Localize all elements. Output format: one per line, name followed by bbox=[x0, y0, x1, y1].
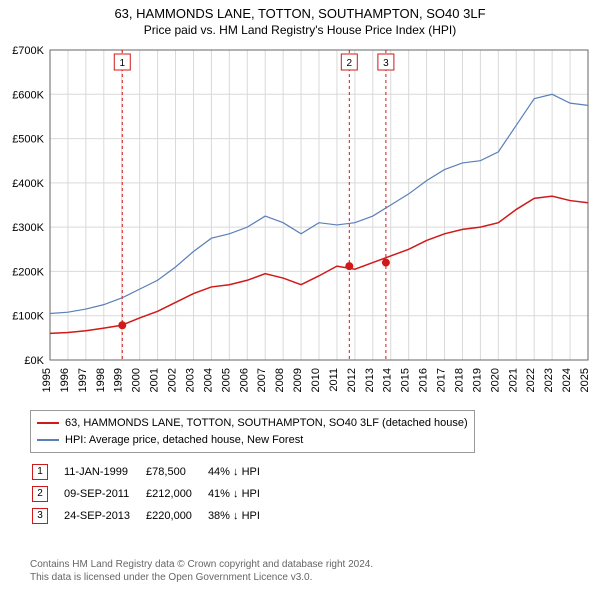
svg-text:1: 1 bbox=[119, 58, 125, 69]
svg-text:£200K: £200K bbox=[12, 266, 44, 278]
svg-text:2014: 2014 bbox=[382, 368, 394, 392]
sale-price: £220,000 bbox=[146, 506, 206, 526]
svg-text:1998: 1998 bbox=[95, 368, 107, 392]
sale-price: £212,000 bbox=[146, 484, 206, 504]
legend-label: 63, HAMMONDS LANE, TOTTON, SOUTHAMPTON, … bbox=[65, 415, 468, 432]
svg-text:2003: 2003 bbox=[184, 368, 196, 392]
footnote-line: Contains HM Land Registry data © Crown c… bbox=[30, 558, 373, 571]
svg-text:2025: 2025 bbox=[579, 368, 591, 392]
svg-text:£400K: £400K bbox=[12, 178, 44, 190]
footnote: Contains HM Land Registry data © Crown c… bbox=[30, 558, 373, 584]
svg-text:2001: 2001 bbox=[149, 368, 161, 392]
sale-delta: 38% ↓ HPI bbox=[208, 506, 274, 526]
legend-swatch bbox=[37, 439, 59, 441]
svg-text:2015: 2015 bbox=[400, 368, 412, 392]
svg-text:2024: 2024 bbox=[561, 368, 573, 392]
svg-text:1997: 1997 bbox=[77, 368, 89, 392]
svg-text:2020: 2020 bbox=[489, 368, 501, 392]
legend-label: HPI: Average price, detached house, New … bbox=[65, 432, 303, 449]
sale-price: £78,500 bbox=[146, 462, 206, 482]
chart-svg: £0K £100K £200K £300K £400K £500K £600K £700K 19… bbox=[0, 0, 600, 420]
svg-text:2010: 2010 bbox=[310, 368, 322, 392]
svg-text:2016: 2016 bbox=[418, 368, 430, 392]
svg-text:£500K: £500K bbox=[12, 134, 44, 146]
svg-text:2: 2 bbox=[347, 58, 353, 69]
sale-marker-icon: 2 bbox=[32, 486, 48, 502]
table-row: 1 11-JAN-1999 £78,500 44% ↓ HPI bbox=[32, 462, 274, 482]
svg-text:1999: 1999 bbox=[113, 368, 125, 392]
svg-text:2022: 2022 bbox=[525, 368, 537, 392]
svg-text:£300K: £300K bbox=[12, 222, 44, 234]
chart-container: { "title_line1": "63, HAMMONDS LANE, TOT… bbox=[0, 0, 600, 590]
svg-text:2019: 2019 bbox=[471, 368, 483, 392]
svg-text:2013: 2013 bbox=[364, 368, 376, 392]
sale-marker-icon: 3 bbox=[32, 508, 48, 524]
svg-text:2006: 2006 bbox=[238, 368, 250, 392]
svg-text:2008: 2008 bbox=[274, 368, 286, 392]
table-row: 2 09-SEP-2011 £212,000 41% ↓ HPI bbox=[32, 484, 274, 504]
legend-swatch bbox=[37, 422, 59, 424]
sale-date: 09-SEP-2011 bbox=[64, 484, 144, 504]
svg-text:2017: 2017 bbox=[436, 368, 448, 392]
sale-date: 11-JAN-1999 bbox=[64, 462, 144, 482]
sale-delta: 41% ↓ HPI bbox=[208, 484, 274, 504]
svg-text:2011: 2011 bbox=[328, 368, 340, 392]
svg-text:£700K: £700K bbox=[12, 45, 44, 57]
svg-text:1995: 1995 bbox=[41, 368, 53, 392]
legend-item: 63, HAMMONDS LANE, TOTTON, SOUTHAMPTON, … bbox=[37, 415, 468, 432]
sale-delta: 44% ↓ HPI bbox=[208, 462, 274, 482]
svg-text:3: 3 bbox=[383, 58, 389, 69]
svg-text:2000: 2000 bbox=[131, 368, 143, 392]
svg-text:2004: 2004 bbox=[202, 368, 214, 392]
sale-marker-icon: 1 bbox=[32, 464, 48, 480]
sales-table: 1 11-JAN-1999 £78,500 44% ↓ HPI 2 09-SEP… bbox=[30, 460, 276, 528]
sale-date: 24-SEP-2013 bbox=[64, 506, 144, 526]
svg-text:£100K: £100K bbox=[12, 311, 44, 323]
legend: 63, HAMMONDS LANE, TOTTON, SOUTHAMPTON, … bbox=[30, 410, 475, 453]
svg-text:2023: 2023 bbox=[543, 368, 555, 392]
svg-text:2002: 2002 bbox=[167, 368, 179, 392]
svg-text:£0K: £0K bbox=[24, 355, 44, 367]
footnote-line: This data is licensed under the Open Gov… bbox=[30, 571, 373, 584]
legend-item: HPI: Average price, detached house, New … bbox=[37, 432, 468, 449]
svg-text:2018: 2018 bbox=[453, 368, 465, 392]
svg-text:2005: 2005 bbox=[220, 368, 232, 392]
svg-text:2012: 2012 bbox=[346, 368, 358, 392]
svg-text:2009: 2009 bbox=[292, 368, 304, 392]
svg-text:£600K: £600K bbox=[12, 89, 44, 101]
svg-text:2021: 2021 bbox=[507, 368, 519, 392]
svg-text:2007: 2007 bbox=[256, 368, 268, 392]
table-row: 3 24-SEP-2013 £220,000 38% ↓ HPI bbox=[32, 506, 274, 526]
svg-text:1996: 1996 bbox=[59, 368, 71, 392]
